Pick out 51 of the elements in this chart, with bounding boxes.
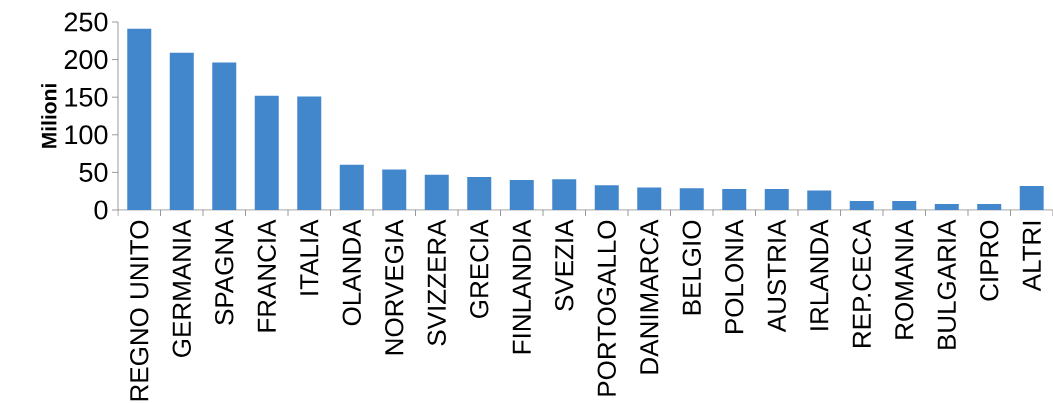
x-tick-label: BELGIO bbox=[682, 220, 701, 315]
x-tick-label: FINLANDIA bbox=[512, 219, 531, 354]
x-tick-label: SPAGNA bbox=[215, 219, 234, 325]
bar bbox=[424, 174, 449, 210]
x-tick-label: REGNO UNITO bbox=[130, 220, 149, 401]
bar bbox=[552, 179, 577, 210]
bar bbox=[594, 185, 619, 210]
bar bbox=[807, 190, 832, 210]
bar bbox=[467, 176, 492, 210]
x-tick-label: SVIZZERA bbox=[427, 219, 446, 346]
bar bbox=[637, 187, 662, 210]
bar bbox=[892, 200, 917, 210]
bar bbox=[254, 95, 279, 210]
x-tick-label: BULGARIA bbox=[937, 219, 956, 349]
bar bbox=[297, 96, 322, 210]
bar bbox=[169, 52, 194, 210]
y-tick-label: 200 bbox=[64, 50, 108, 70]
x-tick-label: FRANCIA bbox=[257, 219, 276, 332]
x-tick-label: REP.CECA bbox=[852, 219, 871, 347]
x-tick-label: DANIMARCA bbox=[640, 219, 659, 374]
y-axis-title: Milioni bbox=[41, 84, 57, 148]
bar bbox=[722, 188, 747, 210]
bar bbox=[382, 169, 407, 210]
y-tick-label: 50 bbox=[79, 162, 108, 182]
x-tick-label: PORTOGALLO bbox=[597, 220, 616, 396]
bar bbox=[977, 203, 1002, 210]
bar bbox=[1019, 185, 1044, 210]
bar bbox=[934, 203, 959, 210]
bar bbox=[212, 62, 237, 210]
y-tick-label: 250 bbox=[64, 12, 108, 32]
x-tick-label: SVEZIA bbox=[555, 219, 574, 311]
bar bbox=[339, 164, 364, 210]
bar bbox=[764, 188, 789, 210]
bar bbox=[679, 188, 704, 210]
x-tick-label: ALTRI bbox=[1022, 221, 1041, 292]
x-tick-label: ITALIA bbox=[300, 219, 319, 295]
x-tick-label: NORVEGIA bbox=[385, 219, 404, 355]
bar bbox=[849, 200, 874, 210]
x-tick-label: GRECIA bbox=[470, 219, 489, 318]
bar bbox=[509, 179, 534, 210]
x-tick-label: POLONIA bbox=[725, 219, 744, 333]
y-tick-label: 150 bbox=[65, 87, 108, 107]
y-tick-label: 100 bbox=[65, 125, 108, 145]
x-tick-label: IRLANDA bbox=[810, 219, 829, 330]
x-tick-label: AUSTRIA bbox=[767, 219, 786, 333]
x-tick-label: GERMANIA bbox=[172, 219, 191, 357]
bar bbox=[127, 28, 152, 210]
x-tick-label: ROMANIA bbox=[895, 219, 914, 339]
x-tick-label: CIPRO bbox=[980, 220, 999, 301]
x-tick-label: OLANDA bbox=[342, 219, 361, 326]
y-tick-label: 0 bbox=[94, 200, 108, 220]
